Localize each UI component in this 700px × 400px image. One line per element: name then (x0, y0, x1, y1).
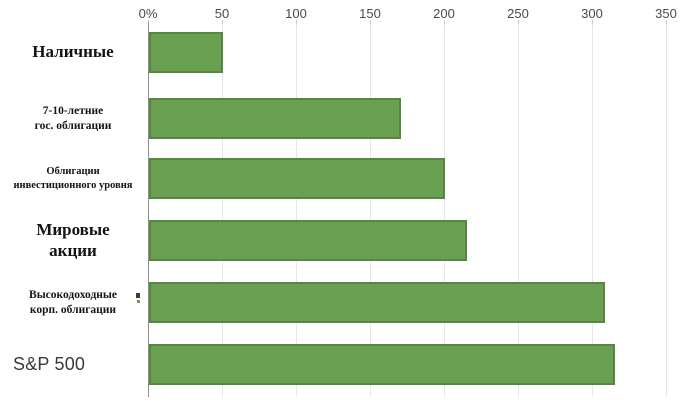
bar (149, 158, 445, 199)
bar (149, 220, 467, 261)
bar (149, 32, 223, 73)
stray-mark (137, 300, 140, 303)
category-label-text: Облигации (46, 166, 100, 178)
category-label-text: гос. облигации (34, 119, 112, 132)
y-axis-line (148, 22, 149, 397)
category-label-text: Высокодоходные (29, 289, 117, 302)
gridline (296, 25, 297, 397)
bar (149, 344, 615, 385)
gridline (518, 25, 519, 397)
gridline (444, 25, 445, 397)
bar (149, 98, 401, 139)
gridline (666, 25, 667, 397)
category-label-text: акции (49, 240, 97, 260)
x-axis-tick-label: 150 (359, 6, 381, 21)
x-axis-tick-label: 300 (581, 6, 603, 21)
stray-mark (136, 293, 140, 298)
x-axis-tick-label: 0% (138, 6, 158, 21)
gridline (370, 25, 371, 397)
category-label-cash: Наличные (0, 32, 146, 73)
gridline (592, 25, 593, 397)
category-label-text: инвестиционного уровня (13, 179, 133, 191)
x-axis-tick-label: 50 (214, 6, 230, 21)
category-label-text: корп. облигации (29, 303, 117, 316)
x-axis-tick-label: 200 (433, 6, 455, 21)
bar (149, 282, 605, 323)
category-label-text: Мировые (36, 220, 110, 240)
category-label-world-equities: Мировые акции (0, 220, 146, 261)
x-axis-tick-label: 100 (285, 6, 307, 21)
category-label-treasuries: 7-10-летние гос. облигации (0, 98, 146, 139)
category-label-text: Наличные (32, 42, 114, 62)
x-axis-tick-label: 250 (507, 6, 529, 21)
category-label-sp500: S&P 500 (0, 344, 146, 385)
gridline (222, 25, 223, 397)
category-label-hy-bonds: Высокодоходные корп. облигации (0, 282, 146, 323)
category-label-text: S&P 500 (13, 353, 86, 374)
x-axis-tick-label: 350 (655, 6, 677, 21)
category-label-text: 7-10-летние (42, 105, 104, 118)
category-label-ig-bonds: Облигации инвестиционного уровня (0, 158, 146, 199)
